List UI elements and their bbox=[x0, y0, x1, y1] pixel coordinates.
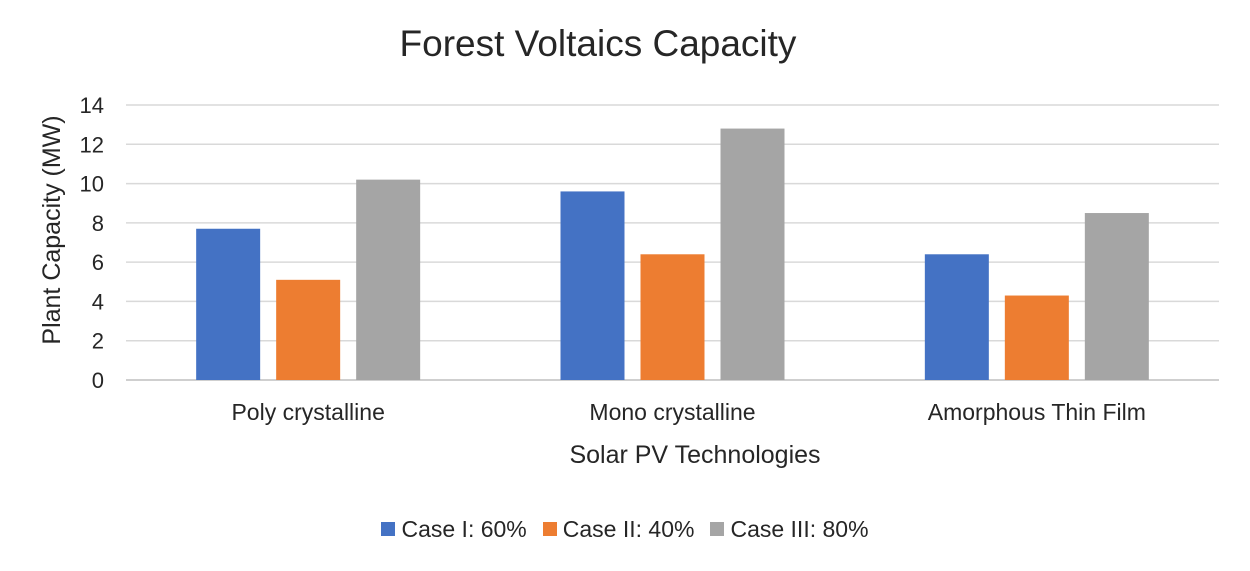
bar bbox=[720, 128, 785, 380]
legend-swatch bbox=[381, 522, 396, 536]
legend-item: Case III: 80% bbox=[710, 515, 869, 543]
y-tick-label: 8 bbox=[92, 211, 104, 236]
bar bbox=[1004, 295, 1069, 380]
x-axis-label: Solar PV Technologies bbox=[569, 441, 820, 469]
x-tick-label: Mono crystalline bbox=[589, 399, 755, 425]
legend-label: Case I: 60% bbox=[401, 515, 527, 542]
bar bbox=[1084, 213, 1149, 380]
y-tick-label: 6 bbox=[92, 250, 104, 275]
x-axis-ticks: Poly crystalline Mono crystalline Amorphou… bbox=[231, 399, 1145, 425]
legend-swatch bbox=[542, 522, 557, 536]
legend-swatch bbox=[710, 522, 725, 536]
x-tick-label: Poly crystalline bbox=[231, 399, 384, 425]
y-tick-label: 0 bbox=[92, 368, 104, 393]
legend-label: Case II: 40% bbox=[562, 515, 695, 542]
bar bbox=[276, 279, 341, 380]
bar bbox=[196, 228, 261, 380]
legend-item: Case II: 40% bbox=[542, 515, 695, 543]
x-tick-label: Amorphous Thin Film bbox=[928, 399, 1146, 425]
bars bbox=[196, 128, 1149, 380]
y-axis-ticks: 0 2 4 6 8 10 12 14 bbox=[80, 93, 104, 393]
chart-title: Forest Voltaics Capacity bbox=[400, 23, 797, 64]
legend: Case I: 60% Case II: 40% Case III: 80% bbox=[0, 512, 1250, 546]
y-tick-label: 12 bbox=[80, 132, 104, 157]
bar bbox=[640, 254, 705, 380]
bar bbox=[560, 191, 625, 380]
bar bbox=[356, 179, 421, 380]
legend-item: Case I: 60% bbox=[381, 515, 527, 543]
y-tick-label: 2 bbox=[92, 329, 104, 354]
y-tick-label: 14 bbox=[80, 93, 104, 118]
y-tick-label: 10 bbox=[80, 172, 104, 197]
legend-label: Case III: 80% bbox=[730, 515, 869, 542]
y-axis-label: Plant Capacity (MW) bbox=[38, 115, 66, 344]
y-tick-label: 4 bbox=[92, 289, 104, 314]
bar bbox=[924, 254, 989, 380]
